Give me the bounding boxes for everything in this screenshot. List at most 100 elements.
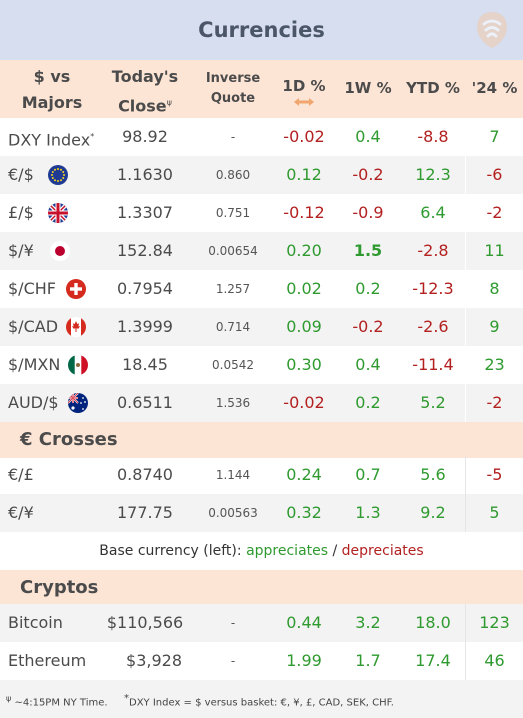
table-row: $/¥ 152.84 0.00654 0.20 1.5 -2.8 11 xyxy=(0,232,523,270)
pair-name: DXY Index* xyxy=(8,130,95,150)
change-2024: -6 xyxy=(486,165,503,184)
change-ytd: -8.8 xyxy=(417,127,449,146)
change-1d: 0.20 xyxy=(286,241,322,260)
pair-name: €/£ xyxy=(8,465,34,484)
change-1w: -0.9 xyxy=(352,203,384,222)
close-value: 1.3307 xyxy=(117,203,173,222)
change-2024: 7 xyxy=(489,127,500,146)
header-1d[interactable]: 1D % xyxy=(272,77,336,107)
inverse-value: - xyxy=(230,616,236,630)
canada-flag-icon xyxy=(66,317,86,337)
change-1w: 0.4 xyxy=(355,355,381,374)
change-ytd: 5.2 xyxy=(420,393,446,412)
section-title: Cryptos xyxy=(20,577,99,598)
change-1w: 0.2 xyxy=(355,279,381,298)
header-inverse: Inverse Quote xyxy=(196,69,270,109)
close-value: $3,928 xyxy=(126,651,182,670)
header-pair: $ vs Majors xyxy=(6,64,98,116)
page-title: Currencies xyxy=(198,18,325,42)
change-2024: 8 xyxy=(489,279,500,298)
uk-flag-icon xyxy=(48,203,68,223)
header-1d-label: 1D % xyxy=(282,77,326,95)
header-close-line2: Close xyxy=(118,96,167,116)
header-close-line1: Today's xyxy=(111,67,179,86)
inverse-value: 0.714 xyxy=(215,320,251,334)
column-divider xyxy=(465,118,466,422)
header-pair-line2: Majors xyxy=(21,93,83,112)
crypto-name: Bitcoin xyxy=(8,613,63,632)
change-1d: -0.02 xyxy=(283,127,325,146)
pair-name: $/CAD xyxy=(8,317,59,336)
change-2024: 23 xyxy=(484,355,505,374)
close-value: 177.75 xyxy=(117,503,173,522)
table-row: €/¥ 177.75 0.00563 0.32 1.3 9.2 5 xyxy=(0,494,523,532)
close-value: 98.92 xyxy=(122,127,168,146)
pair-name: £/$ xyxy=(8,203,34,222)
change-1w: 1.3 xyxy=(355,503,381,522)
legend-prefix: Base currency (left): xyxy=(99,543,242,559)
close-value: 0.6511 xyxy=(117,393,173,412)
inverse-value: - xyxy=(230,654,236,668)
sort-arrows-icon[interactable] xyxy=(293,97,315,107)
inverse-value: 0.860 xyxy=(215,168,251,182)
change-ytd: 12.3 xyxy=(415,165,451,184)
change-2024: 46 xyxy=(484,651,505,670)
australia-flag-icon xyxy=(68,393,88,413)
pair-name: €/$ xyxy=(8,165,34,184)
change-1w: -0.2 xyxy=(352,317,384,336)
close-value: $110,566 xyxy=(106,613,184,632)
change-2024: -5 xyxy=(486,465,503,484)
pair-name: $/MXN xyxy=(8,355,61,374)
table-row: €/$ 1.1630 0.860 0.12 -0.2 12.3 -6 xyxy=(0,156,523,194)
swiss-flag-icon xyxy=(66,279,86,299)
column-divider xyxy=(465,456,466,532)
footnote-time: ψ ~4:15PM NY Time. xyxy=(6,694,108,709)
japan-flag-icon xyxy=(50,241,70,261)
change-1w: -0.2 xyxy=(352,165,384,184)
pair-name: $/¥ xyxy=(8,241,34,260)
mexico-flag-icon xyxy=(68,355,88,375)
section-header-cryptos: Cryptos xyxy=(0,570,523,606)
pair-name: $/CHF xyxy=(8,279,56,298)
inverse-value: 0.00654 xyxy=(208,244,258,258)
pair-name: €/¥ xyxy=(8,503,34,522)
change-1d: 0.12 xyxy=(286,165,322,184)
section-title: € Crosses xyxy=(20,429,118,450)
inverse-value: 1.536 xyxy=(215,396,251,410)
change-ytd: 18.0 xyxy=(415,613,451,632)
table-row: Bitcoin $110,566 - 0.44 3.2 18.0 123 xyxy=(0,604,523,642)
table-row: DXY Index* 98.92 - -0.02 0.4 -8.8 7 xyxy=(0,118,523,156)
change-1d: 0.32 xyxy=(286,503,322,522)
legend-depreciates: depreciates xyxy=(341,543,424,559)
change-2024: -2 xyxy=(486,393,503,412)
close-value: 1.3999 xyxy=(117,317,173,336)
change-2024: 5 xyxy=(489,503,500,522)
change-1d: 0.30 xyxy=(286,355,322,374)
change-1d: -0.02 xyxy=(283,393,325,412)
close-value: 0.7954 xyxy=(117,279,173,298)
change-1d: 0.24 xyxy=(286,465,322,484)
footnotes: ψ ~4:15PM NY Time. *DXY Index = $ versus… xyxy=(0,680,523,718)
table-row: $/CHF 0.7954 1.257 0.02 0.2 -12.3 8 xyxy=(0,270,523,308)
header-pair-line1: $ vs xyxy=(33,67,71,86)
section-header-crosses: € Crosses xyxy=(0,422,523,458)
legend-separator: / xyxy=(332,543,338,559)
legend-appreciates: appreciates xyxy=(246,543,329,559)
table-row: Ethereum $3,928 - 1.99 1.7 17.4 46 xyxy=(0,642,523,680)
change-1w: 1.5 xyxy=(353,241,383,260)
header-close: Today's Closeψ xyxy=(100,64,190,119)
inverse-value: - xyxy=(230,130,236,144)
inverse-value: 0.0542 xyxy=(212,358,254,372)
change-1w: 0.4 xyxy=(355,127,381,146)
change-1w: 0.7 xyxy=(355,465,381,484)
close-value: 152.84 xyxy=(117,241,173,260)
eu-flag-icon xyxy=(48,165,68,185)
change-1w: 1.7 xyxy=(355,651,381,670)
change-ytd: -12.3 xyxy=(412,279,454,298)
table-row: AUD/$ 0.6511 1.536 -0.02 0.2 5.2 -2 xyxy=(0,384,523,422)
change-2024: 11 xyxy=(484,241,505,260)
change-1d: 1.99 xyxy=(286,651,322,670)
header-2024: '24 % xyxy=(471,79,518,97)
change-ytd: -2.8 xyxy=(417,241,449,260)
change-ytd: 5.6 xyxy=(420,465,446,484)
